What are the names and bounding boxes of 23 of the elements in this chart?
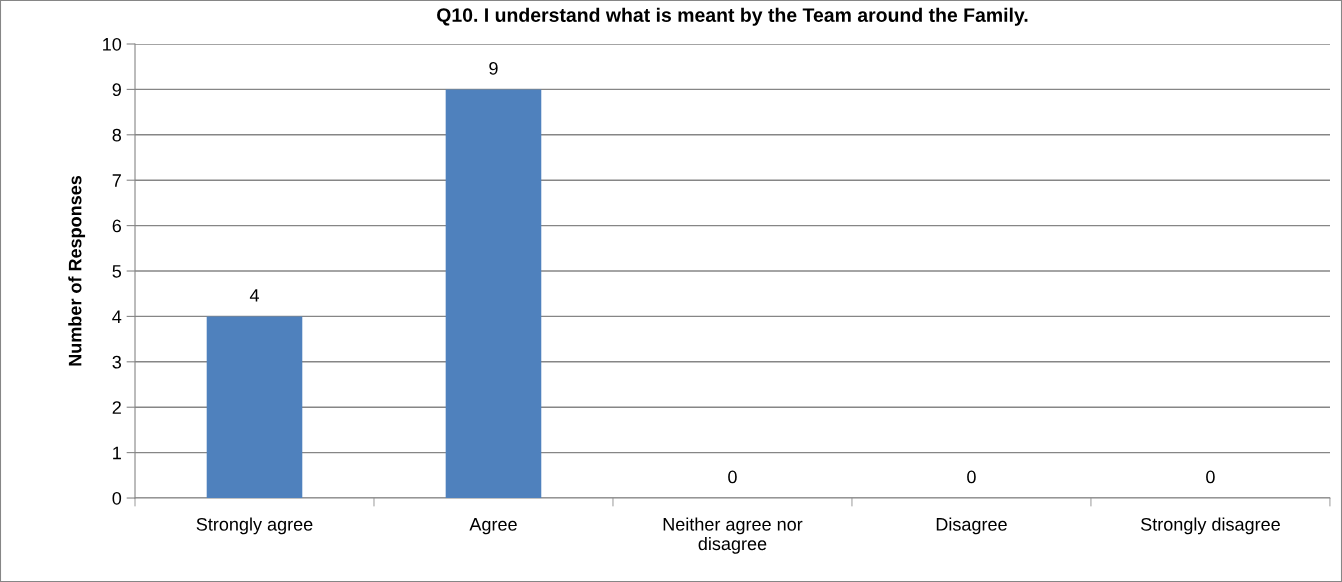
y-tick-label: 1 bbox=[113, 446, 121, 460]
y-tick-label: 10 bbox=[103, 37, 122, 51]
x-tick-label: Disagree bbox=[936, 517, 1007, 535]
y-tick-label: 9 bbox=[112, 83, 121, 97]
y-tick-label: 0 bbox=[112, 491, 122, 505]
data-label: 9 bbox=[489, 61, 498, 75]
x-tick-label: Neither agree nor disagree bbox=[663, 517, 803, 554]
data-label: 4 bbox=[249, 289, 259, 302]
y-tick-label: 5 bbox=[112, 265, 122, 278]
x-tick-label: Strongly agree bbox=[196, 517, 313, 535]
y-tick-label: 4 bbox=[112, 310, 122, 323]
y-tick-label: 8 bbox=[112, 128, 122, 142]
y-tick-label: 7 bbox=[112, 174, 121, 187]
data-label: 0 bbox=[728, 470, 737, 484]
y-axis-title: Number of Responses bbox=[68, 175, 86, 366]
data-label: 0 bbox=[967, 470, 976, 484]
data-label: 0 bbox=[1206, 470, 1215, 484]
y-tick-label: 2 bbox=[112, 401, 121, 414]
y-tick-label: 6 bbox=[112, 219, 122, 233]
x-tick-label: Agree bbox=[469, 518, 517, 535]
chart-title: Q10. I understand what is meant by the Team around the Family. bbox=[437, 7, 1028, 26]
y-tick-label: 3 bbox=[112, 355, 122, 369]
x-tick-label: Strongly disagree bbox=[1141, 517, 1280, 535]
